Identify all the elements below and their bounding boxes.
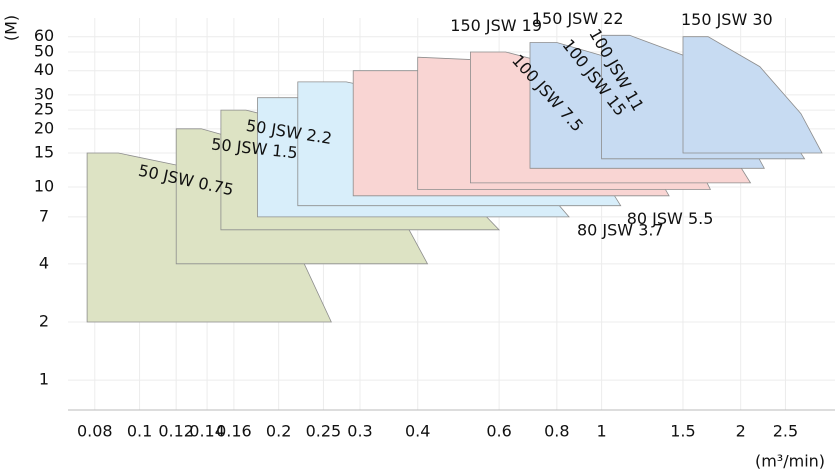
x-tick-label: 0.16	[216, 422, 252, 441]
x-tick-label: 0.12	[158, 422, 194, 441]
y-tick-label: 50	[34, 42, 54, 61]
y-tick-label: 20	[34, 118, 54, 137]
x-tick-label: 0.25	[306, 422, 342, 441]
x-tick-label: 0.3	[347, 422, 372, 441]
x-tick-label: 2.5	[773, 422, 798, 441]
y-tick-label: 15	[34, 142, 54, 161]
x-tick-label: 0.1	[127, 422, 152, 441]
region-label: 150 JSW 22	[532, 9, 624, 28]
y-axis-label: (M)	[2, 15, 21, 41]
x-tick-label: 0.08	[77, 422, 113, 441]
x-tick-label: 1	[597, 422, 607, 441]
x-tick-label: 0.14	[189, 422, 225, 441]
x-tick-label: 1.5	[670, 422, 695, 441]
x-tick-label: 2	[736, 422, 746, 441]
region-label: 80 JSW 5.5	[627, 209, 714, 228]
pump-region	[682, 36, 823, 154]
y-tick-label: 25	[34, 100, 54, 119]
x-tick-label: 0.8	[544, 422, 569, 441]
x-tick-label: 0.6	[486, 422, 511, 441]
x-tick-label: 0.2	[266, 422, 291, 441]
y-tick-label: 40	[34, 60, 54, 79]
y-tick-label: 1	[39, 370, 49, 389]
region-label: 150 JSW 30	[681, 10, 773, 29]
y-tick-label: 7	[39, 206, 49, 225]
x-tick-label: 0.4	[405, 422, 430, 441]
x-axis-label: (m³/min)	[755, 452, 825, 471]
y-tick-label: 60	[34, 26, 54, 45]
y-tick-label: 30	[34, 84, 54, 103]
y-tick-label: 10	[34, 176, 54, 195]
y-tick-label: 2	[39, 311, 49, 330]
y-tick-label: 4	[39, 253, 49, 272]
region-label: 150 JSW 19	[450, 16, 542, 35]
region-label: 80 JSW 3.7	[577, 220, 664, 239]
